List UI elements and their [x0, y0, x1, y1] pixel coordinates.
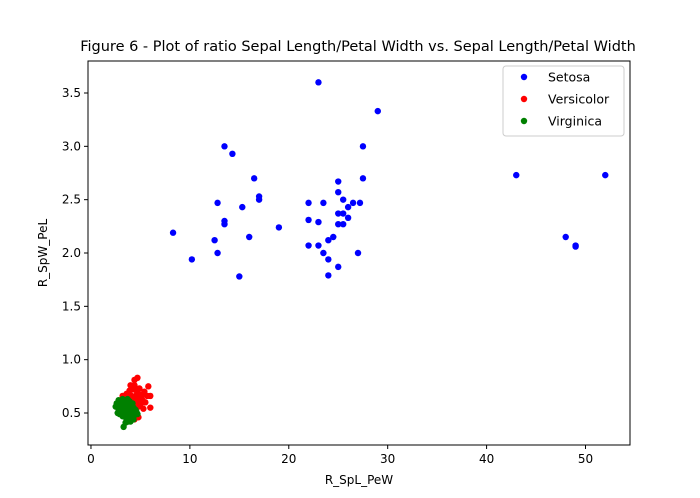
- legend-label-virginica: Virginica: [548, 114, 602, 129]
- data-point: [339, 196, 347, 203]
- data-point: [239, 203, 246, 211]
- data-point: [131, 376, 138, 384]
- y-tick-label: 0.5: [62, 406, 81, 420]
- data-point: [214, 199, 221, 207]
- data-point: [255, 196, 263, 203]
- legend-marker-versicolor: [520, 95, 528, 103]
- data-point: [221, 221, 228, 228]
- x-tick-label: 40: [479, 452, 494, 466]
- data-point: [325, 237, 332, 244]
- data-point: [602, 171, 609, 179]
- data-point: [354, 249, 362, 257]
- x-tick-label: 30: [380, 452, 395, 466]
- data-points: [112, 79, 609, 431]
- data-point: [359, 143, 367, 150]
- y-axis-ticks: 0.5 1.0 1.5 2.0 2.5 3.0 3.5: [62, 86, 88, 420]
- data-point: [229, 150, 236, 157]
- x-axis-ticks: 0 10 20 30 40 50: [87, 445, 593, 466]
- chart-title: Figure 6 - Plot of ratio Sepal Length/Pe…: [80, 39, 636, 55]
- y-axis-label: R_SpW_PeL: [36, 219, 50, 288]
- data-point: [305, 242, 312, 249]
- data-point: [356, 199, 364, 207]
- data-point: [335, 263, 342, 271]
- data-point: [315, 242, 322, 249]
- legend-marker-virginica: [520, 117, 528, 125]
- data-point: [134, 410, 141, 418]
- data-point: [250, 175, 258, 182]
- data-point: [344, 214, 352, 221]
- data-point: [374, 107, 381, 115]
- legend-frame: [502, 65, 625, 137]
- x-tick-label: 20: [281, 452, 296, 466]
- data-point: [188, 256, 196, 263]
- y-tick-label: 3.0: [62, 139, 81, 153]
- legend: Setosa Versicolor Virginica: [502, 65, 625, 137]
- data-point: [572, 243, 579, 250]
- legend-marker-setosa: [520, 73, 528, 81]
- data-point: [349, 199, 357, 207]
- data-point: [305, 199, 312, 207]
- data-point: [246, 233, 253, 241]
- data-point: [315, 218, 322, 226]
- data-point: [344, 203, 352, 211]
- legend-label-versicolor: Versicolor: [548, 92, 610, 107]
- data-point: [147, 404, 154, 411]
- data-point: [119, 413, 126, 420]
- data-point: [221, 143, 228, 150]
- y-tick-label: 1.5: [62, 299, 81, 313]
- series-virginica: [112, 395, 141, 431]
- data-point: [325, 272, 332, 279]
- data-point: [127, 418, 134, 425]
- data-point: [305, 216, 312, 224]
- x-axis-label: R_SpL_PeW: [325, 473, 393, 487]
- data-point: [211, 237, 218, 244]
- data-point: [122, 407, 129, 415]
- data-point: [335, 178, 342, 185]
- data-point: [124, 395, 131, 403]
- data-point: [315, 79, 322, 86]
- data-point: [140, 405, 147, 412]
- data-point: [169, 229, 177, 236]
- legend-label-setosa: Setosa: [548, 70, 590, 85]
- y-tick-label: 1.0: [62, 353, 81, 367]
- data-point: [129, 400, 136, 407]
- data-point: [335, 189, 342, 196]
- data-point: [335, 221, 342, 228]
- x-tick-label: 50: [578, 452, 593, 466]
- data-point: [214, 249, 221, 257]
- data-point: [513, 171, 520, 179]
- y-tick-label: 2.5: [62, 193, 81, 207]
- x-tick-label: 0: [87, 452, 95, 466]
- data-point: [339, 221, 347, 228]
- data-point: [335, 210, 342, 217]
- data-point: [142, 399, 149, 406]
- y-tick-label: 2.0: [62, 246, 81, 260]
- data-point: [562, 233, 569, 241]
- data-point: [320, 249, 327, 257]
- x-tick-label: 10: [182, 452, 197, 466]
- data-point: [325, 256, 332, 263]
- series-setosa: [169, 79, 609, 280]
- data-point: [275, 224, 283, 231]
- data-point: [236, 273, 243, 280]
- data-point: [320, 199, 327, 207]
- data-point: [359, 175, 367, 182]
- data-point: [339, 210, 347, 217]
- data-point: [330, 233, 337, 241]
- data-point: [120, 423, 127, 431]
- data-point: [147, 392, 154, 400]
- data-point: [145, 383, 152, 390]
- y-tick-label: 3.5: [62, 86, 81, 100]
